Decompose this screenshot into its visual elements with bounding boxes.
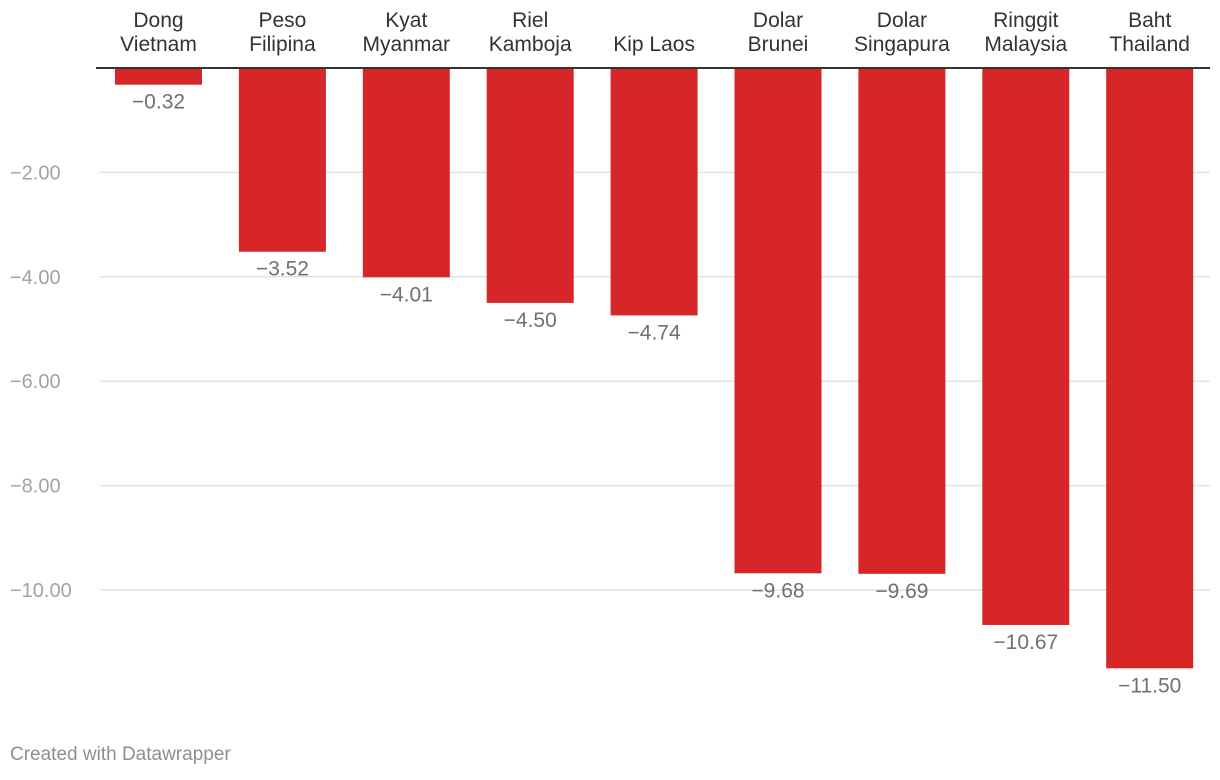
value-label: −4.50	[504, 309, 557, 332]
category-label: Kip Laos	[613, 33, 695, 56]
y-tick-label: −2.00	[10, 162, 61, 184]
bar[interactable]	[1106, 68, 1194, 669]
bars	[115, 68, 1194, 669]
bar[interactable]	[982, 68, 1070, 625]
category-label: Dolar Singapura	[854, 9, 950, 56]
category-label: Dolar Brunei	[748, 9, 809, 56]
value-label: −9.68	[751, 579, 804, 602]
bar[interactable]	[858, 68, 946, 574]
value-label: −11.50	[1118, 674, 1181, 697]
labels: −2.00 −4.00 −6.00 −8.00 −10.00 Dong Vietnam −0.…	[10, 9, 1190, 697]
bar[interactable]	[610, 68, 698, 316]
value-label: −3.52	[256, 258, 309, 281]
y-tick-label: −4.00	[10, 267, 61, 289]
category-label: Riel Kamboja	[489, 9, 572, 56]
bar[interactable]	[115, 68, 202, 85]
value-label: −4.01	[380, 283, 433, 306]
datawrapper-credit[interactable]: Created with Datawrapper	[10, 744, 231, 765]
y-tick-label: −6.00	[10, 371, 61, 393]
category-label: Peso Filipina	[249, 9, 316, 56]
value-label: −4.74	[628, 321, 681, 344]
category-label: Dong Vietnam	[120, 9, 197, 56]
bar[interactable]	[238, 68, 326, 252]
bar[interactable]	[486, 68, 574, 303]
category-label: Ringgit Malaysia	[984, 9, 1067, 56]
y-tick-label: −8.00	[10, 476, 61, 498]
value-label: −9.69	[875, 580, 928, 603]
value-label: −0.32	[132, 91, 185, 114]
category-label: Baht Thailand	[1109, 9, 1190, 56]
category-label: Kyat Myanmar	[363, 9, 451, 56]
bar[interactable]	[734, 68, 822, 574]
value-label: −10.67	[993, 631, 1058, 654]
bar[interactable]	[362, 68, 450, 278]
y-tick-label: −10.00	[10, 580, 72, 602]
